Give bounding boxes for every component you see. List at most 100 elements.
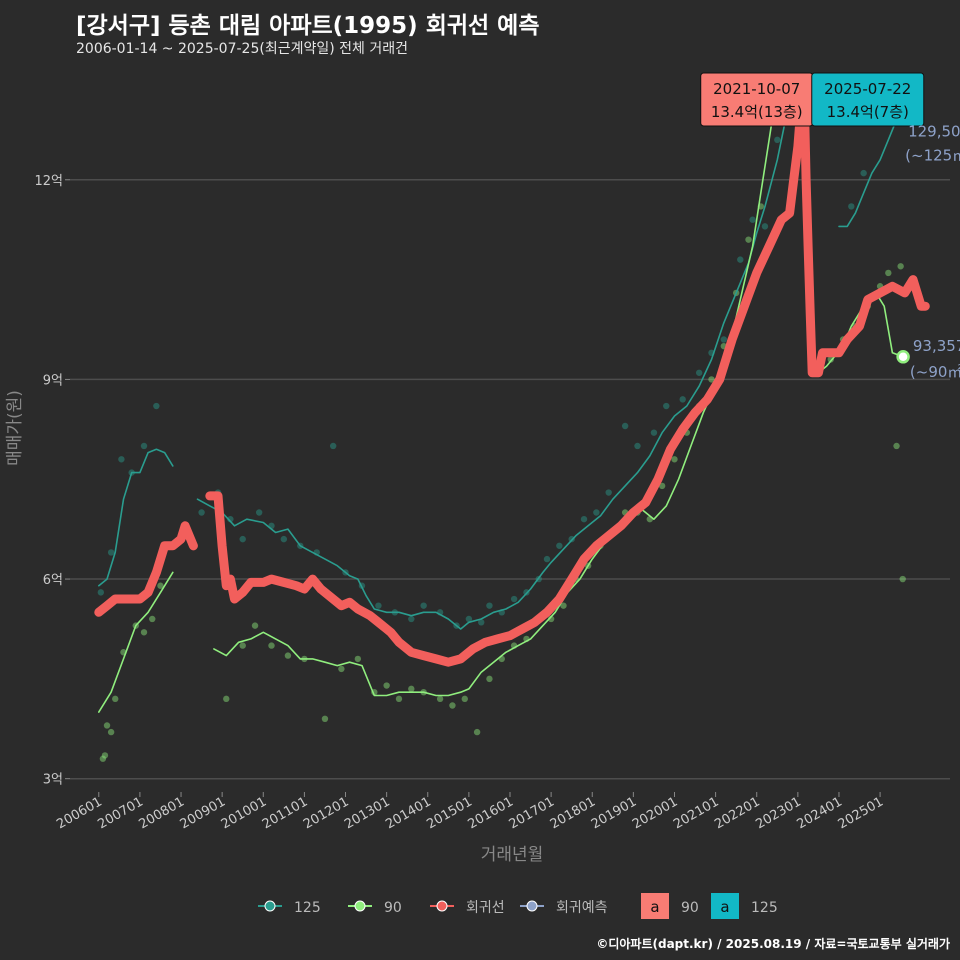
legend-item: 90 [348, 900, 402, 916]
label-legend-label: 90 [681, 900, 699, 916]
scatter-point-90 [157, 582, 164, 589]
scatter-point-125 [118, 456, 125, 463]
callout-125: 2025-07-22 13.4억(7층) [811, 72, 925, 127]
scatter-point-125 [663, 402, 670, 410]
x-tick-label: 200701 [95, 794, 145, 832]
scatter-point-90 [658, 482, 666, 490]
chart-title: [강서구] 등촌 대림 아파트(1995) 회귀선 예측 [76, 13, 540, 39]
x-tick-label: 201901 [589, 794, 639, 832]
x-tick-label: 201201 [301, 794, 351, 832]
label-legend-item: a 125 [711, 893, 778, 919]
scatter-point-125 [375, 602, 382, 609]
series-lines [94, 82, 930, 713]
label-legend-swatch [641, 893, 669, 919]
x-tick-label: 202001 [630, 794, 680, 832]
x-tick-label: 201001 [219, 794, 269, 832]
chart-subtitle: 2006-01-14 ~ 2025-07-25(최근계약일) 전체 거래건 [76, 41, 408, 57]
series-line-125 [838, 115, 904, 228]
callout-date: 2025-07-22 [824, 80, 911, 98]
series-line-125 [98, 448, 174, 587]
scatter-point-125 [140, 442, 148, 450]
scatter-point-125 [761, 223, 769, 230]
series-line-90 [817, 292, 904, 374]
scatter-point-90 [449, 702, 456, 709]
scatter-point-90 [560, 602, 567, 609]
scatter-point-90 [101, 752, 109, 759]
x-tick-label: 201401 [383, 794, 433, 832]
legend-item: 회귀예측 [520, 900, 608, 916]
grid-lines [70, 179, 950, 780]
scatter-point-125 [198, 509, 205, 516]
end-point-90 [896, 350, 910, 364]
series-line-90 [98, 571, 174, 713]
scatter-point-125 [679, 396, 686, 403]
x-axis-ticks: 2006012007012008012009012010012011012012… [54, 792, 886, 832]
label-legend-glyph: a [720, 898, 729, 916]
legend-label: 회귀선 [466, 900, 505, 916]
callout-price: 13.4억(13층) [711, 103, 803, 121]
end-label-area: (~90㎡) [910, 363, 960, 381]
x-axis-label: 거래년월 [481, 845, 544, 865]
scatter-point-90 [486, 675, 493, 683]
regression-line [94, 521, 198, 617]
x-tick-label: 200601 [54, 794, 104, 832]
source-caption: ©디아파트(dapt.kr) / 2025.08.19 / 자료=국토교통부 실… [596, 937, 950, 951]
regression-line [205, 82, 930, 667]
scatter-point-90 [99, 755, 107, 762]
x-tick-label: 201301 [342, 794, 392, 832]
scatter-point-125 [486, 602, 493, 609]
y-axis-ticks: 3억 6억 9억 12억 [34, 174, 70, 788]
scatter-point-90 [140, 629, 148, 636]
callout-box [811, 72, 925, 127]
x-tick-label: 202101 [671, 794, 721, 832]
legend-marker [436, 900, 448, 912]
scatter-point-90 [893, 442, 900, 450]
scatter-point-125 [420, 602, 427, 609]
scatter-point-90 [436, 695, 444, 703]
y-axis-label: 매매가(원) [5, 390, 25, 466]
x-tick-label: 201101 [260, 794, 310, 832]
label-legend-glyph: a [650, 898, 659, 916]
scatter-point-90 [354, 655, 362, 663]
scatter-point-125 [239, 535, 246, 543]
scatter-point-90 [473, 728, 481, 736]
scatter-point-90 [251, 622, 259, 629]
legend-marker [264, 900, 276, 912]
y-tick-label: 9억 [43, 373, 63, 388]
scatter-point-90 [268, 642, 275, 649]
x-tick-label: 201601 [466, 794, 516, 832]
end-label-area: (~125㎡) [905, 147, 960, 165]
scatter-point-125 [848, 203, 855, 210]
scatter-point-125 [634, 442, 641, 450]
legend-item: 125 [258, 900, 321, 916]
legend: 125 90 회귀선 회귀예측 a 90 a 125 [258, 893, 778, 919]
scatter-point-125 [695, 369, 703, 376]
scatter-point-125 [408, 615, 415, 623]
scatter-point-125 [774, 136, 781, 144]
scatter-point-125 [543, 555, 551, 563]
x-tick-label: 200901 [178, 794, 228, 832]
x-tick-label: 202401 [794, 794, 844, 832]
scatter-point-90 [284, 652, 292, 659]
scatter-point-125 [593, 509, 600, 516]
scatter-point-90 [239, 642, 246, 649]
scatter-point-90 [149, 615, 156, 623]
scatter-point-125 [153, 402, 160, 410]
scatter-point-125 [465, 615, 473, 623]
scatter-point-125 [329, 442, 337, 450]
x-tick-label: 201701 [507, 794, 557, 832]
label-legend-item: a 90 [641, 893, 699, 919]
x-tick-label: 202301 [753, 794, 803, 832]
scatter-point-125 [749, 216, 756, 223]
legend-marker [354, 900, 366, 912]
series-line-90 [213, 85, 779, 697]
scatter-point-125 [580, 515, 588, 523]
scatter-point-125 [650, 429, 658, 436]
scatter-point-90 [885, 269, 892, 277]
scatter-point-125 [621, 422, 629, 430]
label-legend-swatch [711, 893, 739, 919]
scatter-point-125 [478, 619, 485, 626]
callout-90: 2021-10-07 13.4억(13층) [700, 72, 814, 127]
scatter-point-90 [223, 695, 230, 703]
